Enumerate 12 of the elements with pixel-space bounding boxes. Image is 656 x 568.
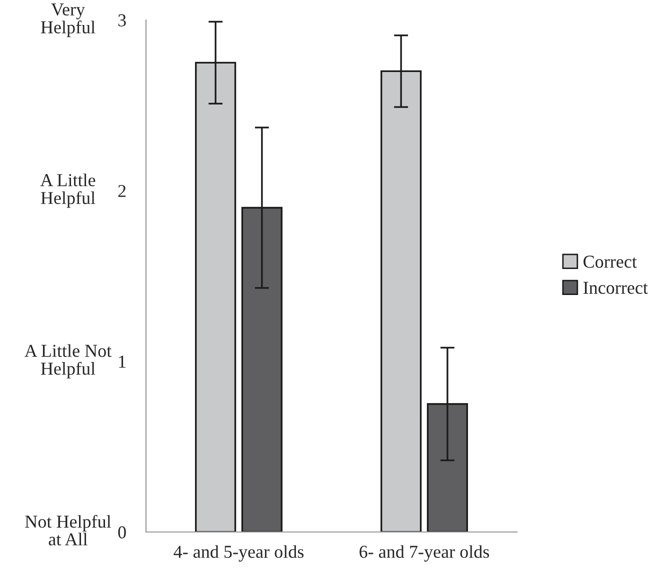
y-tick-label: 0: [118, 526, 126, 538]
x-tick-label: 6- and 7-year olds: [360, 545, 490, 562]
x-tick-label: 4- and 5-year olds: [174, 545, 304, 562]
legend-label: Correct: [584, 256, 637, 268]
y-tick-label: 1: [119, 356, 126, 368]
text: Very Helpful: [40, 4, 96, 38]
y-tick-label: 2: [118, 184, 126, 197]
text: A Little Not Helpful: [24, 344, 112, 378]
text: A Little Helpful: [40, 174, 96, 208]
y-tick-label: 3: [118, 14, 126, 26]
legend-label: Incorrect: [583, 282, 648, 294]
text: Not Helpful at All: [25, 514, 112, 546]
